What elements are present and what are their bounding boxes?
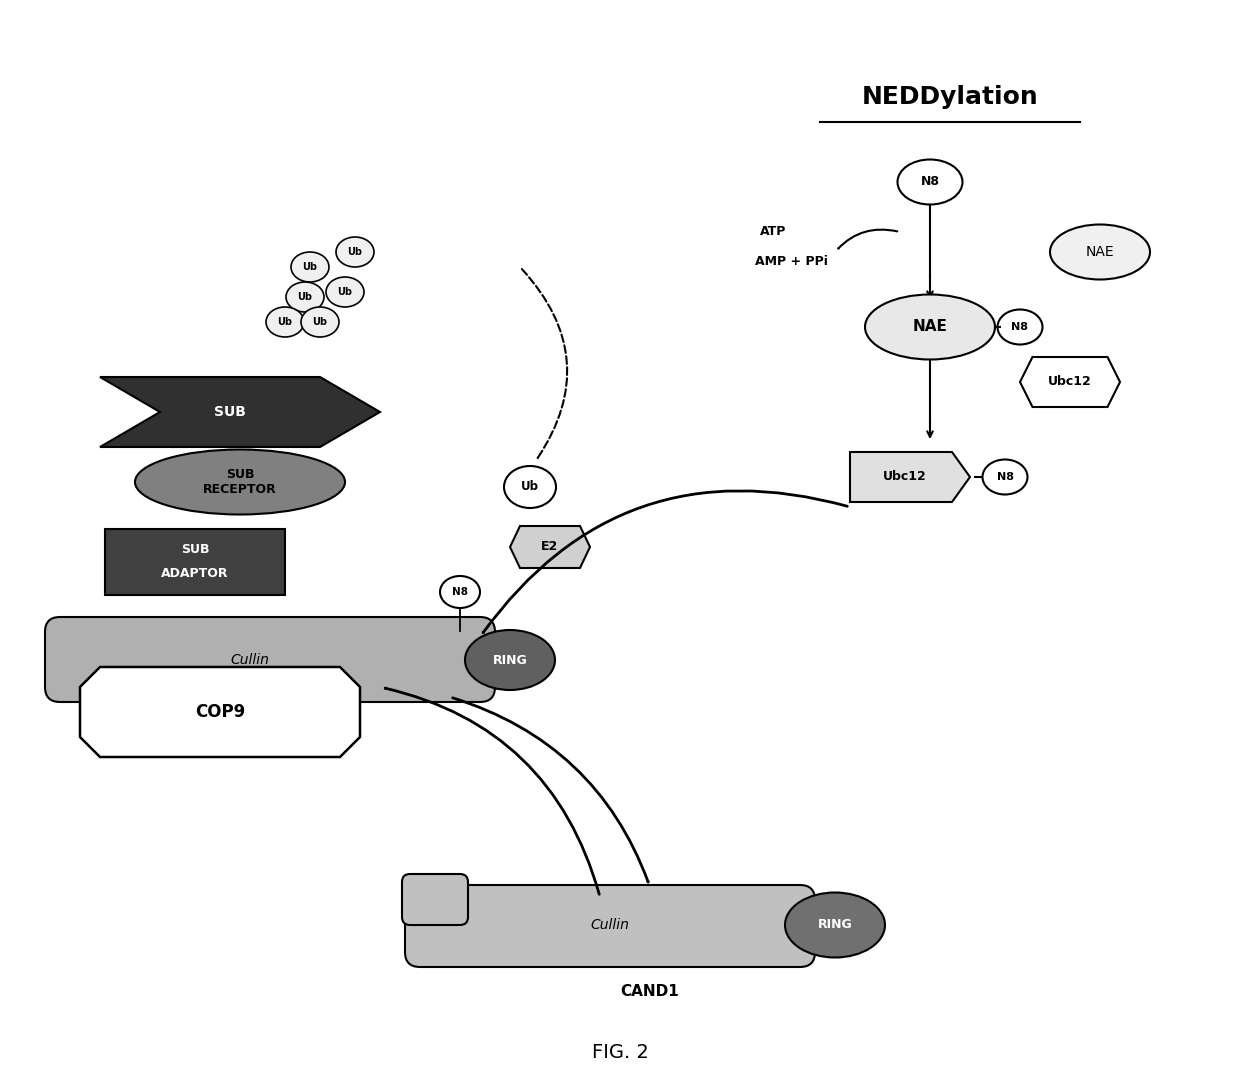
Ellipse shape: [301, 307, 339, 337]
Ellipse shape: [465, 630, 556, 690]
FancyBboxPatch shape: [45, 617, 495, 702]
FancyBboxPatch shape: [405, 885, 815, 967]
Polygon shape: [1021, 357, 1120, 407]
Polygon shape: [849, 452, 970, 502]
FancyArrowPatch shape: [453, 698, 649, 882]
Ellipse shape: [997, 310, 1043, 345]
Text: Ubc12: Ubc12: [883, 471, 926, 484]
Text: Ub: Ub: [298, 292, 312, 302]
Ellipse shape: [1050, 225, 1149, 279]
Ellipse shape: [336, 237, 374, 267]
Ellipse shape: [291, 252, 329, 282]
Text: Cullin: Cullin: [231, 653, 269, 667]
Text: RING: RING: [817, 919, 852, 932]
Text: RING: RING: [492, 653, 527, 666]
Text: ADAPTOR: ADAPTOR: [161, 567, 228, 580]
Text: N8: N8: [997, 472, 1013, 482]
Text: SUB: SUB: [215, 405, 246, 418]
FancyArrowPatch shape: [522, 270, 567, 458]
Text: Ub: Ub: [521, 480, 539, 493]
Polygon shape: [100, 377, 379, 447]
FancyArrowPatch shape: [386, 688, 599, 895]
Ellipse shape: [898, 160, 962, 204]
Text: Ubc12: Ubc12: [1048, 375, 1092, 388]
Ellipse shape: [982, 460, 1028, 495]
Text: N8: N8: [1012, 322, 1028, 332]
Text: SUB: SUB: [181, 544, 210, 557]
Text: COP9: COP9: [195, 703, 246, 721]
Polygon shape: [81, 667, 360, 757]
Text: E2: E2: [542, 540, 559, 553]
Ellipse shape: [267, 307, 304, 337]
FancyBboxPatch shape: [105, 529, 285, 595]
Ellipse shape: [286, 282, 324, 312]
Ellipse shape: [326, 277, 365, 307]
FancyArrowPatch shape: [838, 229, 898, 249]
Text: NAE: NAE: [913, 320, 947, 335]
FancyBboxPatch shape: [402, 874, 467, 925]
Text: Ub: Ub: [303, 262, 317, 272]
Text: Ub: Ub: [337, 287, 352, 297]
Text: NAE: NAE: [1086, 245, 1115, 259]
Text: Cullin: Cullin: [590, 919, 630, 932]
Text: NEDDylation: NEDDylation: [862, 85, 1038, 109]
Text: AMP + PPi: AMP + PPi: [755, 255, 828, 268]
Text: FIG. 2: FIG. 2: [591, 1042, 649, 1062]
Text: SUB
RECEPTOR: SUB RECEPTOR: [203, 468, 277, 496]
Text: N8: N8: [920, 175, 940, 188]
Text: Ub: Ub: [278, 317, 293, 327]
Text: Ub: Ub: [347, 247, 362, 257]
Ellipse shape: [503, 466, 556, 508]
FancyArrowPatch shape: [484, 491, 847, 633]
Text: Ub: Ub: [312, 317, 327, 327]
Ellipse shape: [440, 576, 480, 608]
Polygon shape: [510, 526, 590, 569]
Text: ATP: ATP: [760, 225, 786, 238]
Text: CAND1: CAND1: [621, 985, 680, 1000]
Ellipse shape: [866, 295, 994, 360]
Ellipse shape: [785, 892, 885, 958]
Ellipse shape: [135, 450, 345, 514]
Text: N8: N8: [453, 587, 467, 597]
